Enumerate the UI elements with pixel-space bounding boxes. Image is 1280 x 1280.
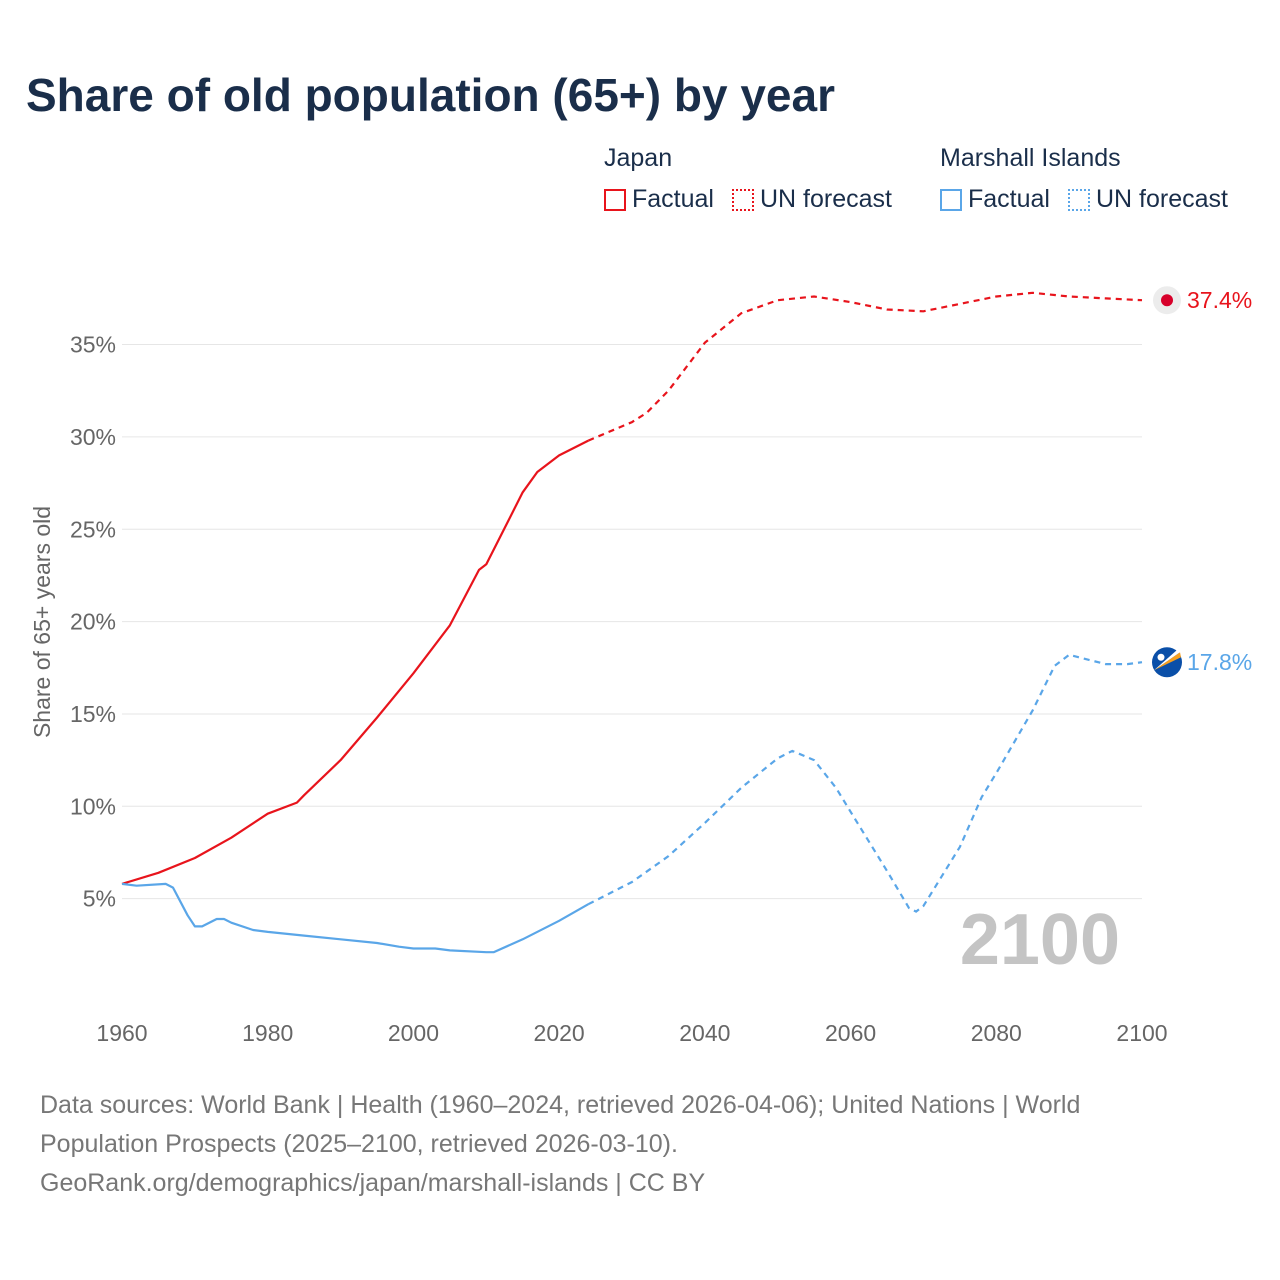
x-tick-label: 2020 <box>534 1020 585 1046</box>
y-tick-label: 30% <box>70 424 116 450</box>
legend-item-marshall-factual[interactable]: Factual <box>940 185 1050 214</box>
legend-label: UN forecast <box>1095 185 1228 213</box>
footer-line: GeoRank.org/demographics/japan/marshall-… <box>40 1169 706 1197</box>
footer-line: Population Prospects (2025–2100, retriev… <box>40 1130 678 1158</box>
marshall-islands-factual-line <box>121 882 589 954</box>
legend-label: UN forecast <box>759 185 892 213</box>
legend-group-japan: Japan Factual UN forecast <box>604 144 892 214</box>
chart-title: Share of old population (65+) by year <box>26 69 835 121</box>
y-tick-label: 10% <box>70 793 116 819</box>
y-tick-label: 20% <box>70 609 116 635</box>
y-tick-label: 5% <box>83 886 116 912</box>
y-tick-label: 15% <box>70 701 116 727</box>
legend-group-title: Marshall Islands <box>940 144 1121 172</box>
japan-forecast-line <box>587 291 1143 442</box>
legend-group-title: Japan <box>604 144 673 172</box>
footer-line: Data sources: World Bank | Health (1960–… <box>40 1091 1081 1119</box>
legend-group-marshall-islands: Marshall Islands Factual UN forecast <box>940 144 1228 214</box>
y-tick-label: 35% <box>70 332 116 358</box>
legend-swatch-solid <box>940 188 962 211</box>
legend-item-japan-forecast[interactable]: UN forecast <box>731 185 892 214</box>
marshall-islands-forecast-line <box>587 653 1143 913</box>
legend-swatch-dotted <box>731 188 754 211</box>
x-tick-label: 2040 <box>679 1020 730 1046</box>
legend-item-japan-factual[interactable]: Factual <box>604 185 714 214</box>
y-axis-label: Share of 65+ years old <box>29 506 55 738</box>
x-tick-label: 1980 <box>242 1020 293 1046</box>
marshall-islands-end-label: 17.8% <box>1187 649 1252 675</box>
legend-label: Factual <box>968 185 1050 213</box>
x-tick-label: 2080 <box>971 1020 1022 1046</box>
japan-factual-line <box>121 439 589 885</box>
footer-sources: Data sources: World Bank | Health (1960–… <box>40 1086 1080 1203</box>
flag-stripe-white <box>1154 648 1180 671</box>
x-tick-label: 2000 <box>388 1020 439 1046</box>
legend-swatch-dotted <box>1067 188 1090 211</box>
y-tick-label: 25% <box>70 516 116 542</box>
legend-label: Factual <box>632 185 714 213</box>
japan-end-label: 37.4% <box>1187 287 1252 313</box>
x-tick-label: 2060 <box>825 1020 876 1046</box>
legend-swatch-solid <box>604 188 626 211</box>
year-watermark: 2100 <box>960 900 1120 980</box>
japan-flag-disc <box>1161 294 1173 307</box>
x-tick-label: 2100 <box>1116 1020 1167 1046</box>
flag-stripe-orange <box>1154 652 1181 671</box>
x-tick-label: 1960 <box>96 1020 147 1046</box>
legend-item-marshall-forecast[interactable]: UN forecast <box>1067 185 1228 214</box>
flag-star <box>1157 653 1165 661</box>
